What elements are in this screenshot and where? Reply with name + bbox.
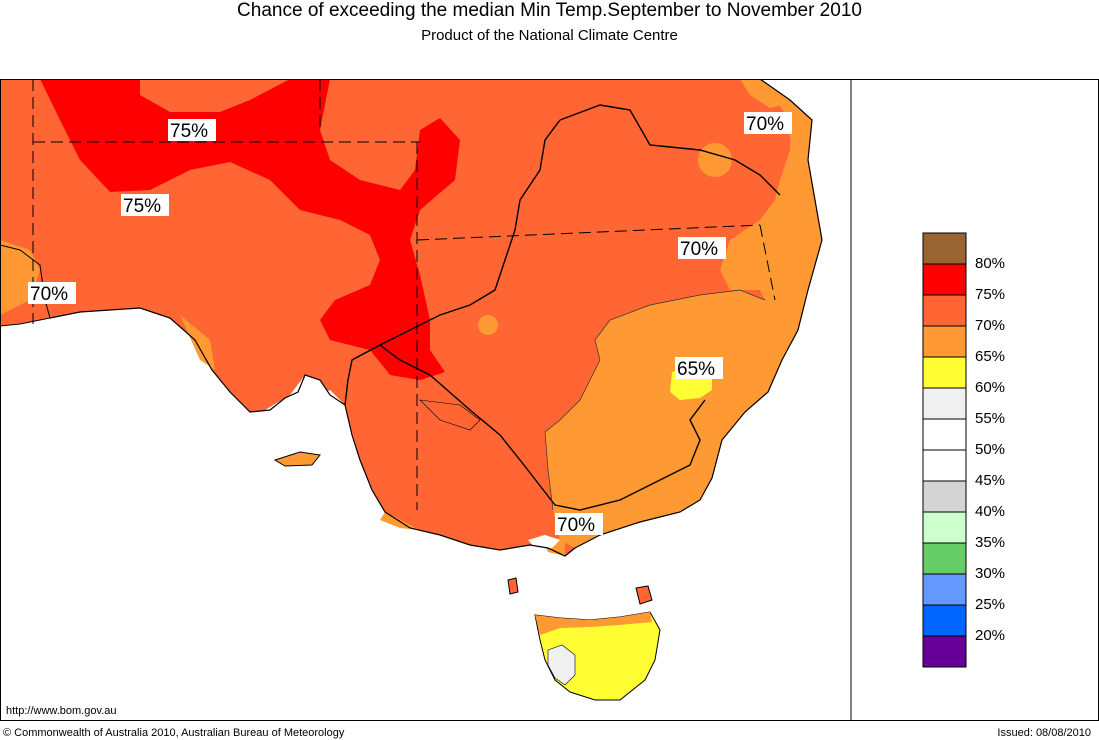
legend-label: 30% xyxy=(975,565,1006,582)
map-labels: 75% 75% 70% 70% 70% 65% 70% xyxy=(28,112,792,536)
legend-label: 35% xyxy=(975,534,1006,551)
copyright-notice: © Commonwealth of Australia 2010, Austra… xyxy=(3,727,345,739)
map-subtitle: Product of the National Climate Centre xyxy=(421,27,678,44)
map-label: 70% xyxy=(30,284,68,305)
map-label-box xyxy=(168,119,216,141)
legend-swatch xyxy=(922,325,967,358)
legend-label: 25% xyxy=(975,596,1006,613)
map-label: 75% xyxy=(123,196,161,217)
legend-label: 50% xyxy=(975,441,1006,458)
map-label: 70% xyxy=(680,239,718,260)
north-region-75 xyxy=(40,79,460,380)
legend-label: 65% xyxy=(975,348,1006,365)
legend-label: 80% xyxy=(975,255,1006,272)
legend-swatch xyxy=(922,542,967,575)
legend-swatch xyxy=(922,511,967,544)
legend-swatch xyxy=(922,232,967,265)
map-label: 70% xyxy=(746,114,784,135)
map-label-box xyxy=(121,194,169,216)
legend-swatch xyxy=(922,604,967,637)
legend-swatch xyxy=(922,294,967,327)
map-label-box xyxy=(675,357,723,379)
map-label-box xyxy=(678,237,726,259)
map-label: 65% xyxy=(677,359,715,380)
legend-label: 70% xyxy=(975,317,1006,334)
map-label-box xyxy=(744,112,792,134)
issued-date: Issued: 08/08/2010 xyxy=(997,727,1091,739)
legend-label: 60% xyxy=(975,379,1006,396)
east-region-65 xyxy=(545,79,822,548)
map-title: Chance of exceeding the median Min Temp.… xyxy=(237,0,862,21)
legend-swatch xyxy=(922,263,967,296)
legend-label: 55% xyxy=(975,410,1006,427)
map-label-box xyxy=(555,513,603,535)
legend-swatch xyxy=(922,480,967,513)
legend-swatch xyxy=(922,356,967,389)
map-label: 75% xyxy=(170,121,208,142)
legend xyxy=(922,232,967,668)
legend-label: 20% xyxy=(975,627,1006,644)
map-label-box xyxy=(28,282,76,304)
legend-swatch xyxy=(922,387,967,420)
legend-swatch xyxy=(922,573,967,606)
legend-swatch xyxy=(922,449,967,482)
legend-swatch xyxy=(922,635,967,668)
map-label: 70% xyxy=(557,515,595,536)
legend-label: 40% xyxy=(975,503,1006,520)
legend-label: 45% xyxy=(975,472,1006,489)
source-url[interactable]: http://www.bom.gov.au xyxy=(6,705,117,717)
legend-label: 75% xyxy=(975,286,1006,303)
legend-swatch xyxy=(922,418,967,451)
